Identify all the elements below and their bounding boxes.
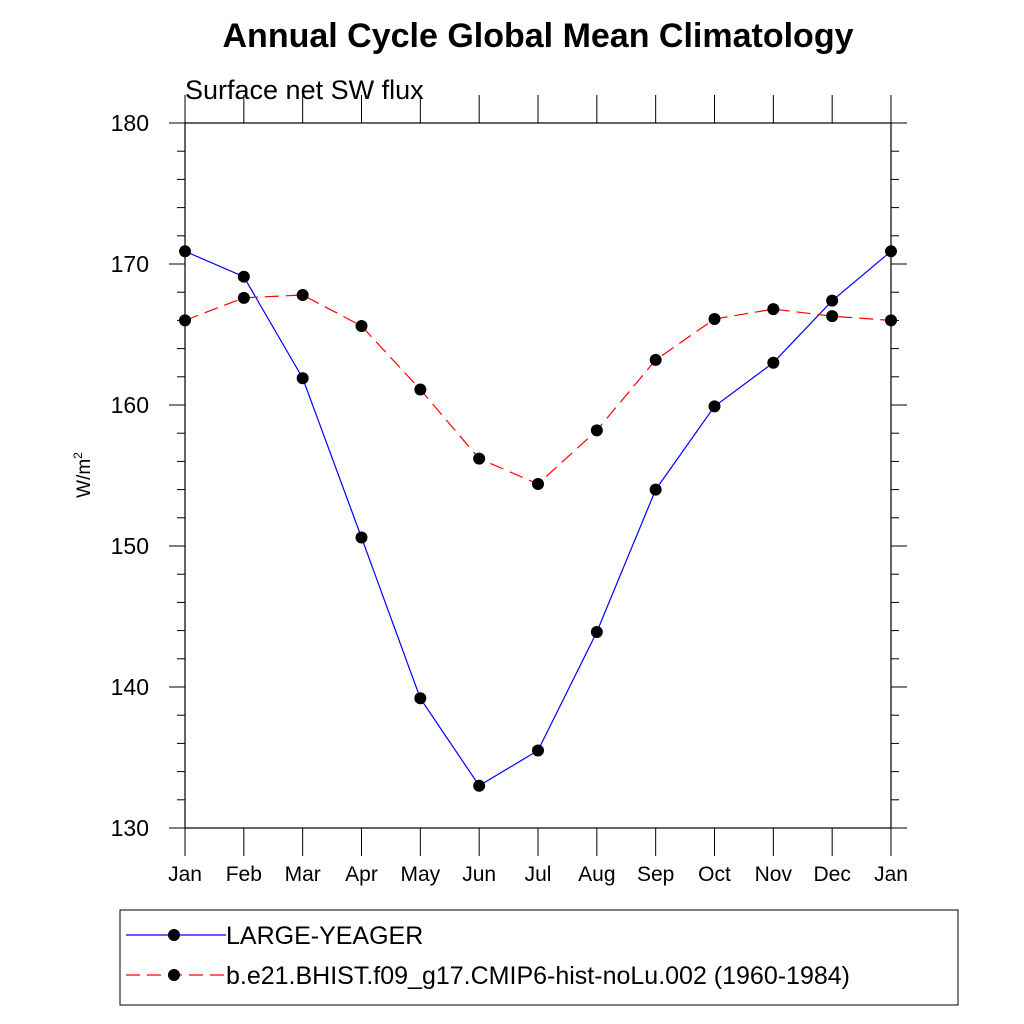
series-1-point bbox=[355, 531, 368, 544]
legend-marker-1 bbox=[168, 929, 180, 941]
x-tick-label: Feb bbox=[226, 863, 262, 886]
y-tick-label: 160 bbox=[111, 392, 149, 418]
chart-subtitle: Surface net SW flux bbox=[185, 75, 424, 105]
x-tick-label: Nov bbox=[755, 863, 793, 886]
plot-area bbox=[184, 122, 892, 829]
x-tick-label: Jan bbox=[874, 863, 908, 886]
x-tick-label: Jun bbox=[462, 863, 496, 886]
chart-title: Annual Cycle Global Mean Climatology bbox=[223, 17, 854, 55]
series-2-point bbox=[590, 424, 603, 437]
x-tick-label: Jul bbox=[525, 863, 552, 886]
y-axis-label-unit: W/m bbox=[74, 459, 95, 498]
legend-label-1: LARGE-YEAGER bbox=[226, 922, 423, 950]
series-2-point bbox=[355, 320, 368, 333]
series-2-point bbox=[826, 310, 839, 323]
y-axis-label-superscript: 2 bbox=[71, 452, 85, 459]
series-1-point bbox=[473, 779, 486, 792]
legend-marker-2 bbox=[168, 969, 180, 981]
series-2-point bbox=[414, 383, 427, 396]
x-axis: Jan Feb Mar Apr May Jun Jul Aug Sep Oct Nov Dec Jan bbox=[168, 95, 908, 886]
series-1-point bbox=[532, 744, 544, 757]
series-1-point bbox=[708, 400, 721, 413]
series-line-1 bbox=[184, 250, 892, 787]
series-1-point bbox=[826, 294, 839, 307]
series-2-point bbox=[473, 452, 486, 465]
x-tick-label: Jan bbox=[168, 863, 202, 886]
series-1-point bbox=[649, 483, 662, 496]
legend-box bbox=[119, 909, 959, 1006]
series-2-point bbox=[767, 303, 780, 316]
series-1-point bbox=[767, 356, 780, 369]
x-tick-label: Aug bbox=[578, 863, 615, 886]
series-1-point bbox=[414, 692, 427, 705]
series-1-point bbox=[237, 270, 250, 283]
x-tick-label: Mar bbox=[285, 863, 321, 886]
series-1-point bbox=[590, 626, 603, 639]
series-line-2 bbox=[184, 294, 892, 485]
series-2-point bbox=[532, 477, 544, 490]
series-1-point bbox=[885, 245, 897, 258]
x-tick-label: Oct bbox=[698, 863, 731, 886]
x-tick-label: May bbox=[400, 863, 440, 886]
y-axis: 130 140 150 160 170 180 bbox=[111, 110, 907, 841]
y-tick-label: 150 bbox=[111, 533, 149, 559]
series-2-point bbox=[237, 291, 250, 304]
x-tick-label: Dec bbox=[813, 863, 850, 886]
series-layer bbox=[179, 245, 897, 792]
series-2-point bbox=[885, 314, 897, 327]
y-tick-label: 130 bbox=[111, 815, 149, 841]
series-2-point bbox=[649, 353, 662, 366]
series-2-point bbox=[296, 289, 309, 302]
y-tick-label: 170 bbox=[111, 251, 149, 277]
x-tick-label: Apr bbox=[345, 863, 378, 886]
y-tick-label: 140 bbox=[111, 674, 149, 700]
series-2-point bbox=[179, 314, 191, 327]
y-axis-label: W/m2 bbox=[71, 452, 95, 498]
series-2-point bbox=[708, 312, 721, 325]
series-1-point bbox=[179, 245, 191, 258]
series-1-point bbox=[296, 372, 309, 385]
legend: LARGE-YEAGER b.e21.BHIST.f09_g17.CMIP6-hi… bbox=[119, 909, 959, 1006]
legend-label-2: b.e21.BHIST.f09_g17.CMIP6-hist-noLu.002 … bbox=[226, 962, 850, 990]
y-tick-label: 180 bbox=[111, 110, 149, 136]
x-tick-label: Sep bbox=[637, 863, 674, 886]
